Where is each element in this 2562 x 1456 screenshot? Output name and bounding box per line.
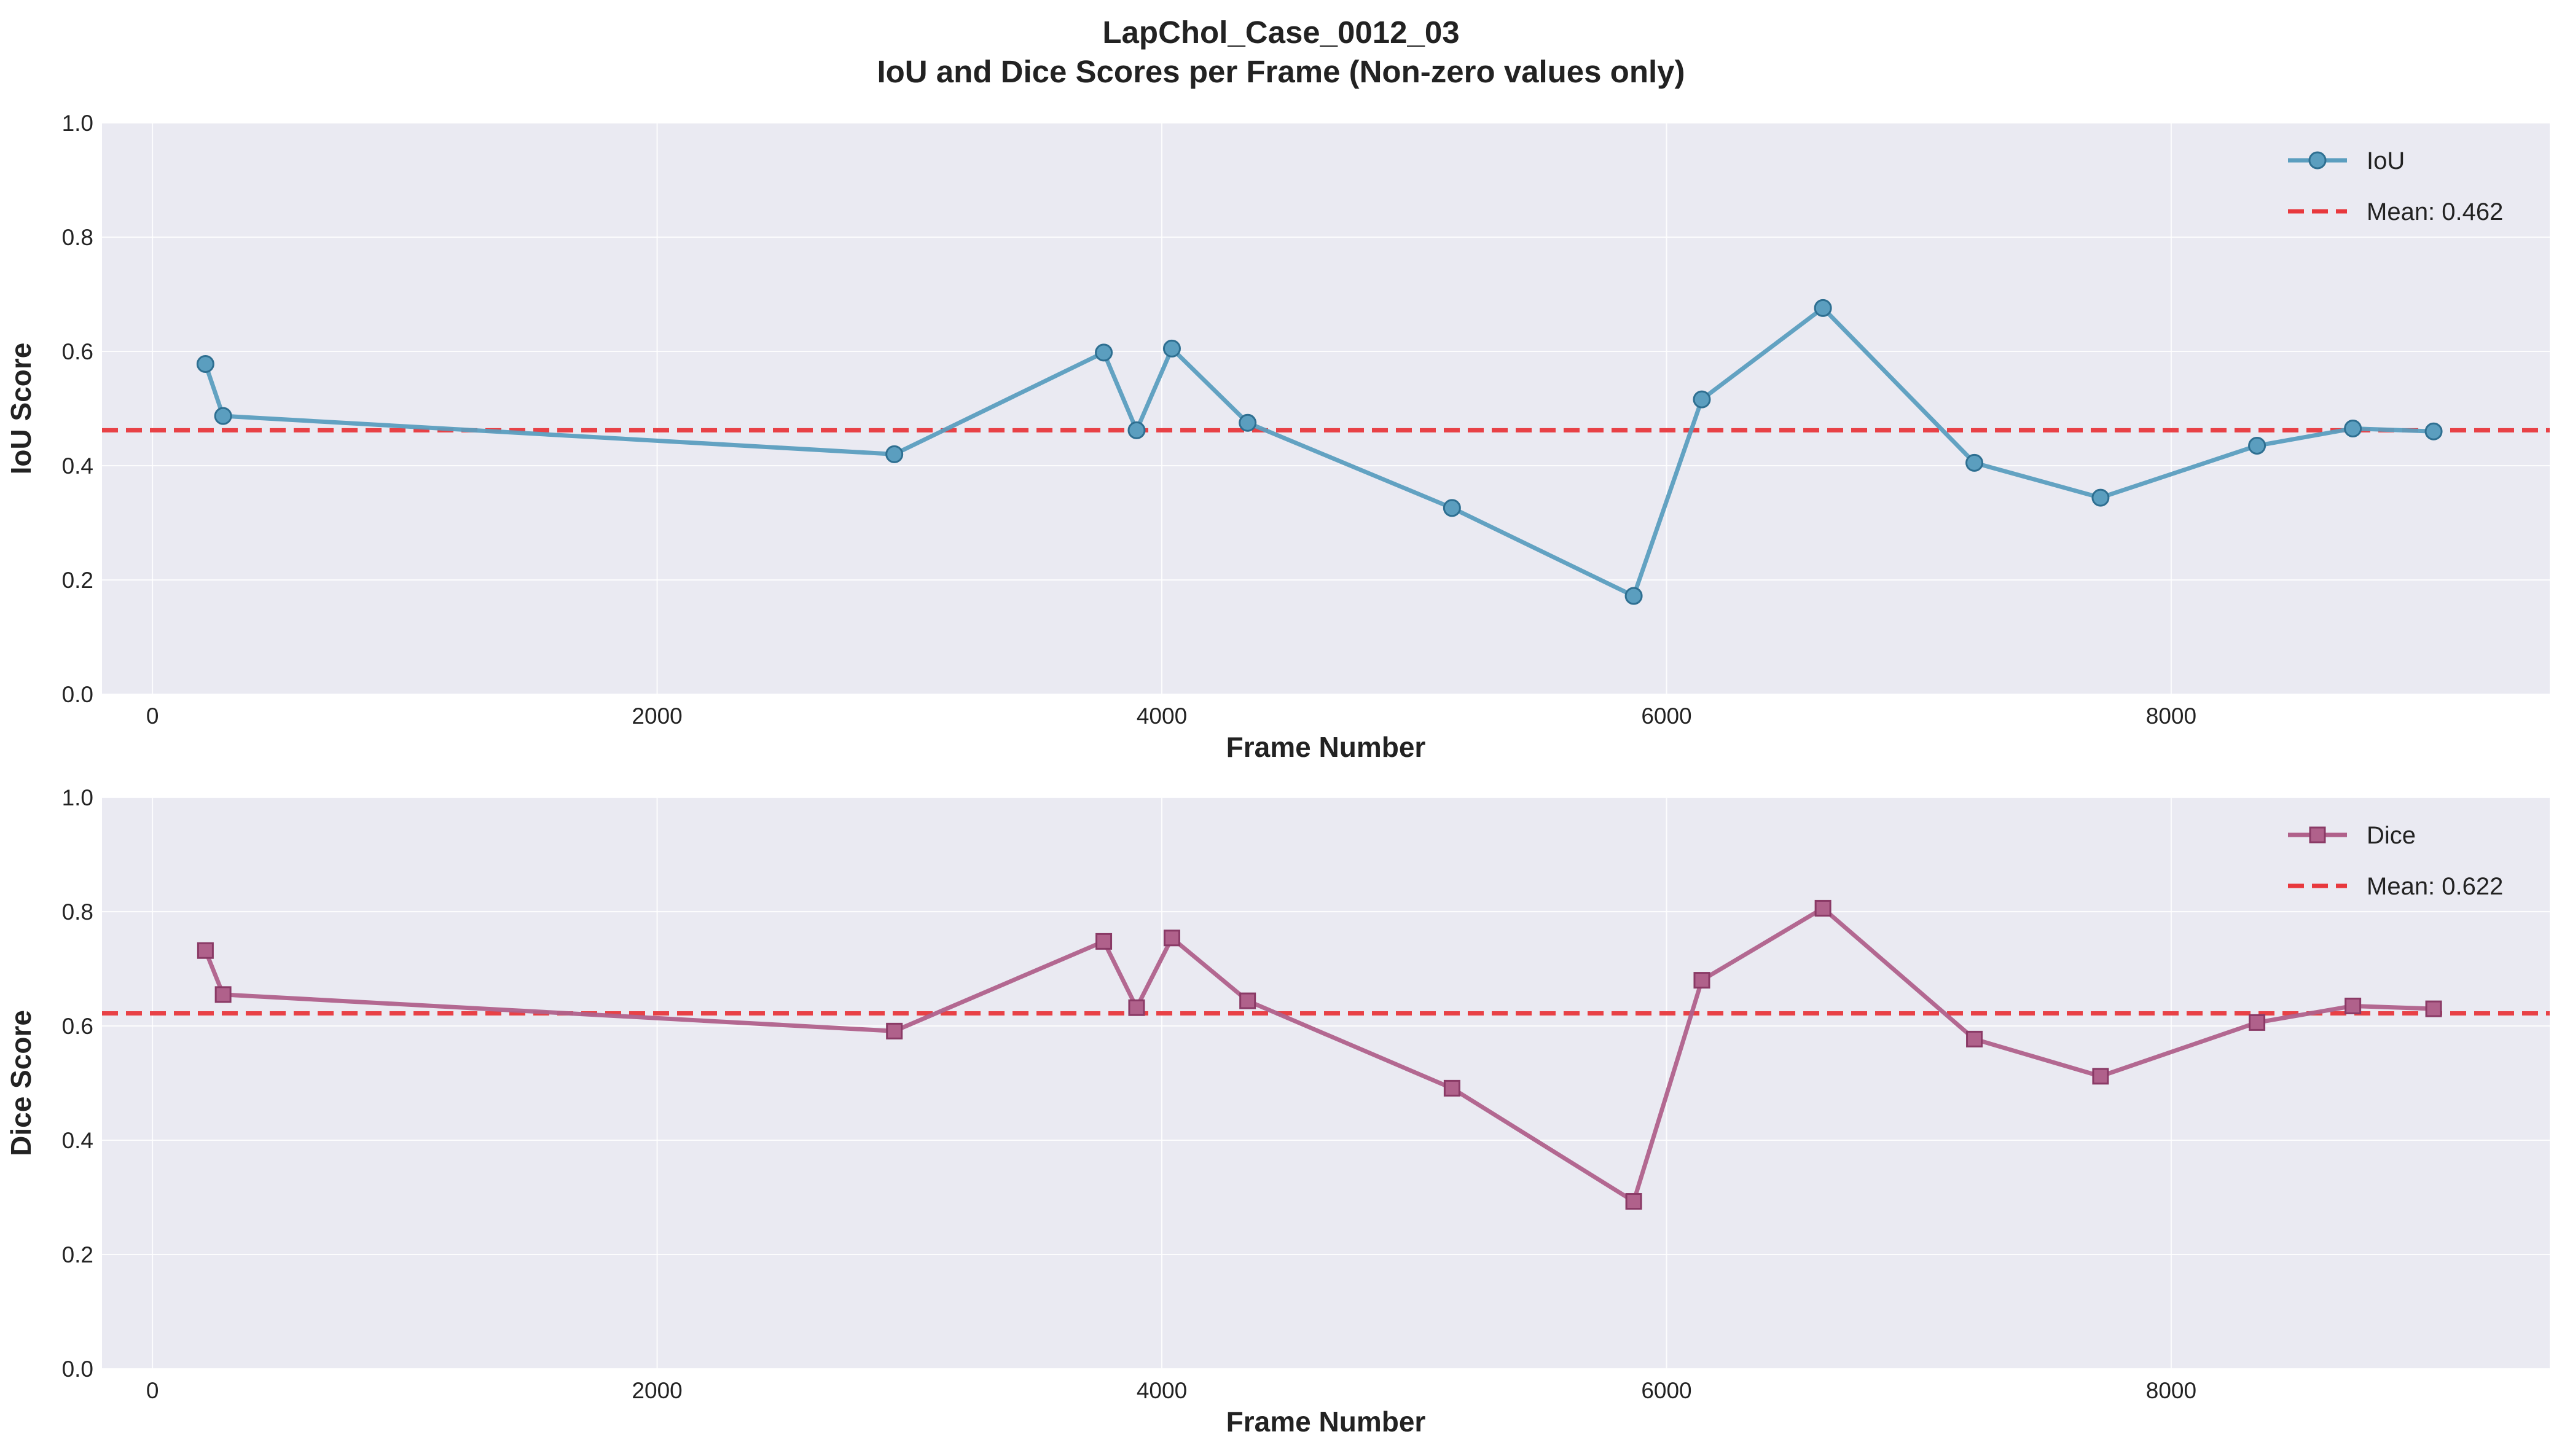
plot-area-dice: [102, 797, 2550, 1369]
legend-mean-label: Mean: 0.462: [2367, 198, 2503, 225]
data-point: [1095, 933, 1113, 950]
data-point: [1128, 999, 1145, 1016]
legend-series-label: Dice: [2367, 822, 2416, 849]
subplot-dice: 0.0 0.2 0.4 0.6 0.8 1.0 0 2000 4000 6000 8000 Frame…: [5, 785, 2550, 1438]
data-point: [1239, 992, 1256, 1009]
data-point: [2249, 1014, 2266, 1031]
data-point: [1814, 899, 1831, 917]
data-point: [886, 1022, 903, 1039]
figure-title-line-2: IoU and Dice Scores per Frame (Non-zero …: [877, 54, 1685, 89]
data-point: [2344, 420, 2362, 438]
data-point: [1127, 421, 1146, 439]
legend-mean-label: Mean: 0.622: [2367, 873, 2503, 900]
data-point: [1965, 453, 1984, 472]
x-tick-label: 4000: [1137, 1378, 1187, 1403]
y-tick-label: 1.0: [62, 111, 93, 136]
data-point: [885, 445, 904, 463]
data-point: [214, 407, 232, 425]
y-tick-label: 1.0: [62, 785, 93, 810]
data-point: [2091, 488, 2110, 507]
x-tick-label: 0: [146, 1378, 159, 1403]
y-tick-label: 0.8: [62, 225, 93, 250]
data-point: [2424, 422, 2443, 440]
x-tick-label: 8000: [2146, 1378, 2196, 1403]
y-tick-label: 0.2: [62, 1242, 93, 1267]
y-tick-label: 0.4: [62, 1128, 93, 1153]
x-tick-label: 6000: [1641, 703, 1691, 729]
series-line-dice: [203, 906, 2434, 1204]
data-point: [2345, 997, 2362, 1014]
y-tick-label: 0.6: [62, 339, 93, 364]
y-tick-label: 0.6: [62, 1014, 93, 1039]
data-point: [1814, 299, 1832, 317]
y-tick-label: 0.2: [62, 568, 93, 593]
x-tick-label: 8000: [2146, 703, 2196, 729]
legend-marker: [2309, 826, 2326, 843]
data-point: [1693, 972, 1710, 989]
figure-title-line-1: LapChol_Case_0012_03: [1102, 15, 1459, 50]
data-point: [2425, 1000, 2442, 1017]
x-tick-label: 2000: [632, 703, 682, 729]
x-axis-label: Frame Number: [1226, 731, 1426, 763]
y-axis-label: IoU Score: [5, 343, 37, 475]
y-tick-label: 0.4: [62, 453, 93, 479]
legend-dice: Dice Mean: 0.622: [2288, 822, 2503, 900]
x-tick-label: 2000: [632, 1378, 682, 1403]
data-point: [214, 986, 232, 1003]
y-tick-label: 0.0: [62, 682, 93, 707]
subplots: 0.0 0.2 0.4 0.6 0.8 1.0 0 2000 4000 6000 8000 Frame…: [5, 111, 2550, 1438]
y-tick-label: 0.0: [62, 1356, 93, 1382]
data-point: [1239, 413, 1257, 432]
data-point: [1625, 1193, 1642, 1210]
plot-area-iou: [102, 123, 2550, 694]
y-axis-label: Dice Score: [5, 1010, 37, 1156]
subplot-iou: 0.0 0.2 0.4 0.6 0.8 1.0 0 2000 4000 6000 8000 Frame…: [5, 111, 2550, 763]
data-point: [1624, 587, 1643, 605]
data-point: [1443, 499, 1461, 517]
series-line-iou: [203, 305, 2434, 598]
legend-iou: IoU Mean: 0.462: [2288, 147, 2503, 225]
data-point: [196, 354, 214, 373]
x-tick-label: 0: [146, 703, 159, 729]
data-point: [1163, 930, 1180, 947]
data-point: [2092, 1068, 2109, 1085]
legend-series-label: IoU: [2367, 147, 2405, 174]
x-tick-label: 4000: [1137, 703, 1187, 729]
data-point: [1095, 343, 1113, 362]
data-point: [1966, 1030, 1983, 1047]
x-tick-label: 6000: [1641, 1378, 1691, 1403]
y-tick-label: 0.8: [62, 899, 93, 925]
legend-marker: [2308, 151, 2327, 170]
data-point: [1443, 1079, 1460, 1097]
data-point: [2248, 436, 2266, 455]
data-point: [1162, 339, 1181, 358]
data-point: [197, 942, 214, 959]
x-axis-label: Frame Number: [1226, 1406, 1426, 1438]
data-point: [1693, 390, 1711, 409]
